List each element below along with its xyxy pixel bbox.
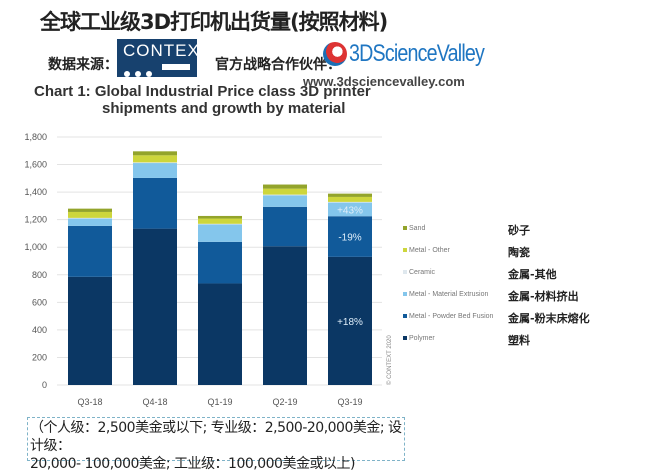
y-tick-label: 800 [32, 270, 47, 280]
note-line1: （个人级：2,500美金或以下; 专业级：2,500-20,000美金; 设计级… [30, 420, 402, 454]
legend-label: Metal - Powder Bed Fusion [409, 313, 494, 320]
legend-label-cn: 金属-粉末床熔化 [508, 312, 590, 325]
legend-swatch [403, 270, 407, 275]
y-tick-label: 1,600 [24, 160, 47, 170]
legend-item: Metal - Other [403, 247, 450, 254]
bar-segment-ceramic [68, 217, 112, 219]
growth-annotation: -19% [338, 233, 361, 244]
bar-segment-sand [328, 193, 372, 197]
y-tick-label: 400 [32, 325, 47, 335]
legend-label: Metal - Other [409, 247, 450, 254]
y-tick-label: 1,200 [24, 215, 47, 225]
legend-label-cn: 金属-材料挤出 [508, 290, 579, 303]
bar-segment-metal-material-extrusion [328, 202, 372, 217]
chart-title-line2: shipments and growth by material [102, 100, 346, 117]
context-logo-text: CONTEXT [123, 41, 212, 60]
legend-item: Polymer [403, 335, 435, 342]
price-class-note: （个人级：2,500美金或以下; 专业级：2,500-20,000美金; 设计级… [27, 417, 405, 472]
bar-segment-ceramic [263, 194, 307, 196]
x-tick-label: Q3-18 [77, 397, 102, 407]
y-tick-label: 1,000 [24, 242, 47, 252]
logo-bar [162, 64, 190, 70]
legend-swatch [403, 248, 407, 253]
bar-segment-ceramic [133, 162, 177, 164]
partner-url: www.3dsciencevalley.com [303, 74, 465, 89]
bar-segment-polymer [133, 228, 177, 385]
bar-segment-metal-material-extrusion [263, 195, 307, 207]
y-tick-label: 200 [32, 352, 47, 362]
legend-label: Ceramic [409, 269, 436, 276]
y-tick-label: 1,800 [24, 132, 47, 142]
bar-segment-metal-material-extrusion [198, 224, 242, 242]
bar-segment-sand [133, 151, 177, 156]
legend-item: Metal - Powder Bed Fusion [403, 313, 493, 320]
bar-segment-sand [263, 184, 307, 189]
x-tick-label: Q4-18 [142, 397, 167, 407]
bar-segment-metal-powder-bed-fusion [328, 216, 372, 257]
growth-annotation: +18% [337, 317, 363, 328]
bar-segment-polymer [198, 283, 242, 385]
legend-swatch [403, 292, 407, 297]
legend-swatch [403, 226, 407, 231]
legend-label-cn: 陶瓷 [508, 246, 530, 259]
chart-title: Chart 1: Global Industrial Price class 3… [34, 83, 371, 117]
chart-title-line1: Chart 1: Global Industrial Price class 3… [34, 83, 371, 100]
bar-segment-sand [198, 215, 242, 219]
x-tick-label: Q2-19 [272, 397, 297, 407]
globe-icon [323, 42, 347, 66]
source-label: 数据来源： [48, 57, 118, 73]
bar-segment-metal-other [263, 188, 307, 195]
legend-label: Metal - Material Extrusion [409, 291, 489, 298]
legend-item: Sand [403, 225, 425, 232]
bar-segment-metal-powder-bed-fusion [68, 225, 112, 277]
bar-segment-metal-powder-bed-fusion [263, 206, 307, 247]
bar-segment-metal-material-extrusion [68, 218, 112, 226]
bar-segment-metal-other [328, 196, 372, 202]
bar-segment-metal-other [198, 218, 242, 224]
bar-segment-ceramic [328, 201, 372, 203]
legend-label-cn: 砂子 [508, 224, 530, 237]
copyright-text: © CONTEXT 2020 [386, 335, 393, 385]
page-title: 全球工业级3D打印机出货量(按照材料) [40, 10, 388, 34]
bar-segment-metal-powder-bed-fusion [198, 241, 242, 284]
legend-label: Sand [409, 225, 426, 232]
x-tick-label: Q3-19 [337, 397, 362, 407]
y-tick-label: 600 [32, 297, 47, 307]
bar-segment-polymer [263, 246, 307, 385]
bar-segment-metal-material-extrusion [133, 163, 177, 178]
legend-label: Polymer [409, 335, 435, 342]
sciencevalley-logo-text: 3DScienceValley [349, 40, 485, 67]
legend-label-cn: 塑料 [508, 334, 530, 347]
partner-label: 官方战略合作伙伴： [215, 57, 341, 73]
growth-annotation: +43% [337, 205, 363, 216]
bar-segment-polymer [68, 276, 112, 385]
bar-segment-polymer [328, 256, 372, 385]
bar-segment-ceramic [198, 223, 242, 225]
legend-label-cn: 金属-其他 [508, 268, 557, 281]
bar-segment-metal-other [133, 155, 177, 163]
bar-segment-metal-other [68, 211, 112, 218]
legend-swatch [403, 314, 407, 319]
logo-dots [124, 64, 157, 82]
legend-item: Metal - Material Extrusion [403, 291, 488, 298]
legend-item: Ceramic [403, 269, 435, 276]
bar-segment-metal-powder-bed-fusion [133, 177, 177, 229]
x-tick-label: Q1-19 [207, 397, 232, 407]
y-tick-label: 0 [42, 380, 47, 390]
note-line2: 20,000- 100,000美金; 工业级：100,000美金或以上) [30, 456, 355, 472]
context-logo: CONTEXT [117, 39, 210, 77]
legend-swatch [403, 336, 407, 341]
y-tick-label: 1,400 [24, 187, 47, 197]
bar-segment-sand [68, 208, 112, 212]
